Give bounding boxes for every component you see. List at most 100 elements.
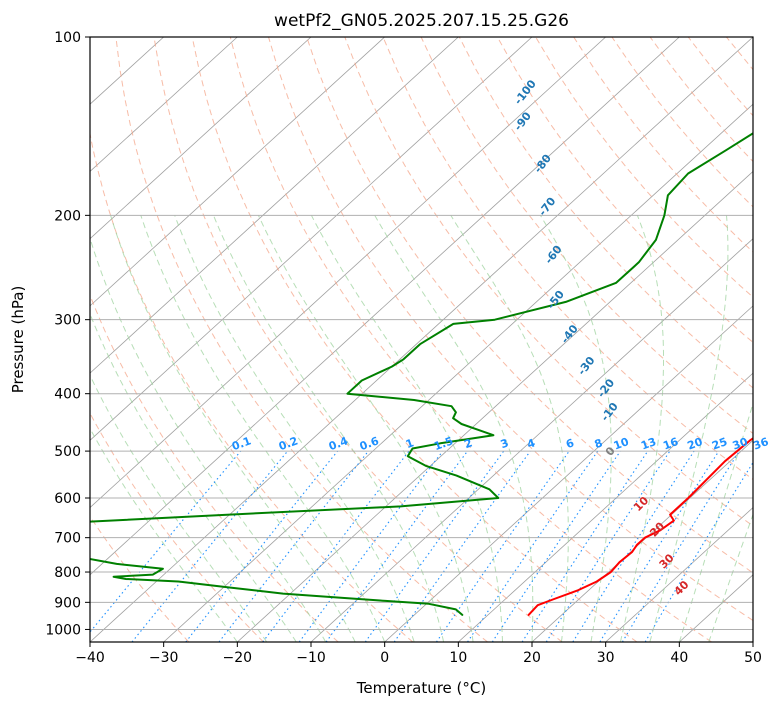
y-tick-label: 200	[54, 208, 81, 224]
dry-adiabat-line	[726, 37, 753, 71]
isotherm-line	[90, 37, 606, 509]
isotherm-line	[237, 170, 753, 642]
dry-adiabat-label: -80	[532, 152, 555, 176]
dry-adiabat-line	[535, 37, 753, 298]
isotherm-line	[90, 37, 459, 374]
moist-adiabat-line	[110, 215, 356, 642]
mixing-ratio-line	[545, 450, 671, 642]
dry-adiabat-line	[115, 37, 488, 642]
dry-adiabat-line	[90, 515, 190, 642]
mixing-ratio-label: 0.6	[358, 434, 381, 453]
x-tick-label: −20	[223, 650, 253, 666]
x-tick-label: 0	[380, 650, 389, 666]
isotherm-line	[90, 37, 753, 642]
moist-adiabat-line	[619, 215, 664, 642]
dry-adiabat-line	[420, 37, 753, 435]
mixing-ratio-label: 3	[499, 436, 511, 451]
isotherm-line	[384, 305, 753, 642]
moist-adiabat-line	[310, 215, 503, 642]
moist-adiabat-line	[90, 312, 297, 642]
dry-adiabat-line	[90, 293, 339, 642]
mixing-ratio-line	[364, 450, 505, 642]
isotherm-line	[90, 37, 312, 240]
adiabat-labels: -100-90-80-70-60-50-40-30-20-10010203040…	[230, 77, 770, 598]
dry-adiabat-line	[90, 131, 414, 642]
dry-adiabat-line	[496, 37, 753, 344]
mixing-ratio-line	[467, 450, 599, 642]
moist-adiabat-line	[708, 513, 753, 642]
dry-adiabat-line	[229, 37, 712, 642]
background-lines	[90, 37, 753, 642]
moist-adiabat-line	[140, 215, 386, 642]
chart-title: wetPf2_GN05.2025.207.15.25.G26	[274, 11, 569, 31]
y-tick-label: 500	[54, 444, 81, 460]
mixing-ratio-line	[572, 450, 695, 642]
mixing-ratio-label: 1	[404, 436, 416, 451]
x-tick-label: 40	[670, 650, 688, 666]
dry-adiabat-label: -90	[512, 109, 535, 133]
moist-adiabat-line	[450, 215, 569, 642]
dry-adiabat-label: -60	[542, 243, 565, 267]
mixing-ratio-label: 6	[564, 436, 576, 451]
moist-adiabat-line	[257, 215, 474, 642]
moist-adiabat-label: 10	[631, 494, 651, 514]
isotherm-line	[90, 37, 238, 172]
isotherm-line	[90, 37, 385, 307]
dewpoint-line	[90, 132, 753, 616]
mixing-ratio-label: 0.1	[230, 434, 253, 453]
y-tick-label: 400	[54, 387, 81, 403]
isotherm-line	[458, 372, 753, 642]
moist-adiabat-line	[539, 215, 612, 642]
moist-adiabat-line	[90, 427, 238, 642]
y-tick-label: 800	[54, 565, 81, 581]
mixing-ratio-label: 2	[463, 436, 475, 451]
mixing-ratio-line	[621, 450, 740, 642]
dry-adiabat-line	[382, 37, 753, 481]
isotherm-line	[90, 37, 680, 576]
x-axis-ticks: −40 −30 −20 −10 0 10 20 30 40 50	[75, 642, 762, 666]
dry-adiabat-line	[649, 37, 753, 163]
dry-adiabat-line	[153, 37, 563, 642]
mixing-ratio-line	[298, 450, 444, 642]
y-tick-label: 700	[54, 531, 81, 547]
moist-adiabat-line	[649, 215, 729, 642]
mixing-ratio-label: 1.5	[432, 434, 455, 453]
mixing-ratio-label: 16	[661, 435, 680, 453]
x-tick-label: 10	[449, 650, 467, 666]
grid-lines	[90, 36, 753, 630]
dry-adiabat-line	[687, 37, 753, 117]
mixing-ratio-line	[185, 450, 339, 642]
y-tick-label: 1000	[45, 622, 81, 638]
y-tick-label: 600	[54, 491, 81, 507]
plot-frame	[89, 36, 754, 643]
mixing-ratio-label: 0.2	[277, 434, 300, 453]
x-tick-label: 20	[523, 650, 541, 666]
mixing-ratio-label: 4	[525, 436, 537, 451]
isotherm-line	[310, 238, 753, 642]
moist-adiabat-line	[374, 215, 534, 642]
mixing-ratio-label: 25	[710, 435, 729, 452]
dry-adiabat-line	[306, 37, 753, 574]
mixing-ratio-line	[218, 450, 369, 642]
moist-adiabat-label: 40	[672, 578, 692, 598]
y-tick-label: 900	[54, 595, 81, 611]
dry-adiabat-label: -100	[512, 77, 539, 107]
dry-adiabat-label: -10	[598, 400, 621, 424]
dry-adiabat-line	[611, 37, 753, 208]
mixing-ratio-label: 8	[593, 436, 605, 451]
y-tick-label: 300	[54, 313, 81, 329]
mixing-ratio-label: 20	[686, 435, 705, 453]
mixing-ratio-line	[393, 450, 531, 642]
mixing-ratio-line	[435, 450, 570, 642]
y-axis-ticks: 100 200 300 400 500 600 700 800 900 1000	[45, 30, 90, 638]
mixing-ratio-line	[131, 450, 289, 642]
dry-adiabat-label: -30	[575, 354, 598, 378]
mixing-ratio-line	[599, 450, 720, 642]
isotherm-line	[90, 37, 533, 441]
mixing-ratio-label: 13	[639, 435, 658, 452]
x-tick-label: 50	[744, 650, 762, 666]
sounding-series	[90, 132, 753, 616]
moist-adiabat-line	[90, 236, 327, 642]
x-tick-label: 30	[597, 650, 615, 666]
